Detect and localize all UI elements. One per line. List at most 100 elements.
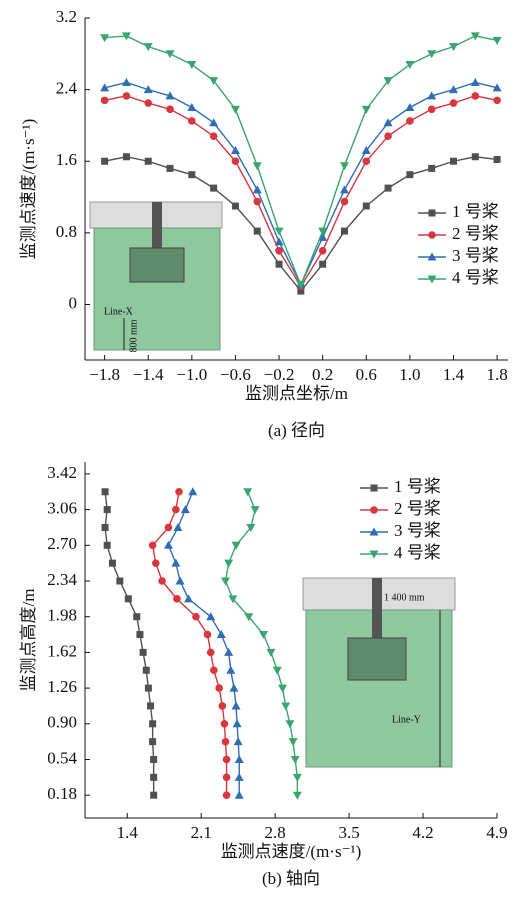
marker — [152, 559, 160, 567]
marker — [181, 505, 190, 513]
x-tick-label: 4.2 — [412, 823, 433, 842]
marker — [472, 153, 479, 160]
x-tick-label: 0.2 — [312, 365, 333, 384]
marker — [149, 738, 156, 745]
series-line — [168, 492, 239, 795]
marker — [281, 702, 290, 710]
marker — [209, 118, 218, 126]
y-tick-label: 3.2 — [56, 7, 77, 26]
marker — [215, 684, 223, 692]
legend-label: 1 号桨 — [452, 202, 499, 221]
caption: (a) 径向 — [268, 421, 325, 440]
marker — [172, 506, 180, 514]
marker — [493, 37, 502, 45]
marker — [166, 50, 175, 58]
legend-label: 3 号桨 — [452, 246, 499, 265]
x-tick-label: −1.0 — [176, 365, 207, 384]
marker — [100, 34, 109, 42]
marker — [273, 667, 282, 675]
series-line — [226, 492, 298, 795]
marker — [231, 106, 240, 114]
marker — [253, 185, 262, 193]
marker — [384, 132, 392, 140]
marker — [362, 106, 371, 114]
marker — [471, 78, 480, 86]
x-axis-label: 监测点速度/(m·s⁻¹) — [221, 842, 362, 861]
marker — [192, 613, 200, 621]
marker — [101, 158, 108, 165]
marker — [164, 541, 173, 549]
y-tick-label: 1.6 — [56, 150, 77, 169]
marker — [341, 198, 349, 206]
marker — [116, 577, 123, 584]
marker — [123, 92, 131, 100]
legend-label: 2 号桨 — [394, 499, 441, 518]
marker — [175, 488, 183, 496]
y-tick-label: 3.42 — [47, 463, 77, 482]
legend-label: 4 号桨 — [452, 268, 499, 287]
marker — [235, 755, 244, 763]
marker — [173, 595, 181, 603]
x-tick-label: −0.2 — [264, 365, 295, 384]
marker — [293, 792, 302, 800]
marker — [291, 756, 300, 764]
marker — [222, 738, 230, 746]
marker — [210, 132, 218, 140]
y-tick-label: 2.4 — [56, 79, 78, 98]
marker — [150, 756, 157, 763]
marker — [405, 61, 414, 69]
page: Line-X 800 mm 1 400 mm Line-Y −1.8−1.4−1… — [0, 0, 512, 904]
marker — [219, 702, 227, 710]
marker — [450, 99, 458, 107]
legend-label: 3 号桨 — [394, 521, 441, 540]
marker — [293, 774, 302, 782]
marker — [158, 577, 166, 585]
marker — [104, 506, 111, 513]
marker — [235, 791, 244, 799]
marker — [150, 774, 157, 781]
marker — [428, 231, 436, 239]
marker — [254, 228, 261, 235]
legend-label: 2 号桨 — [452, 224, 499, 243]
caption: (b) 轴向 — [262, 869, 320, 888]
marker — [233, 719, 242, 727]
y-tick-label: 0.8 — [56, 222, 77, 241]
marker — [136, 631, 143, 638]
marker — [171, 559, 180, 567]
marker — [210, 666, 218, 674]
marker — [123, 153, 130, 160]
legend-label: 1 号桨 — [394, 477, 441, 496]
marker — [143, 667, 150, 674]
marker — [188, 117, 196, 125]
inset-diagram — [90, 202, 222, 350]
marker — [428, 106, 436, 114]
annotation: Line-Y — [392, 714, 421, 725]
x-axis-label: 监测点坐标/m — [245, 384, 348, 403]
marker — [340, 162, 349, 170]
y-axis-label: 监测点速度/(m·s⁻¹) — [19, 119, 38, 260]
marker — [493, 97, 501, 105]
marker — [221, 577, 230, 585]
marker — [384, 118, 393, 126]
marker — [207, 649, 215, 657]
marker — [429, 210, 436, 217]
x-tick-label: 1.4 — [443, 365, 465, 384]
marker — [140, 649, 147, 656]
marker — [167, 165, 174, 172]
y-tick-label: 1.98 — [47, 606, 77, 625]
series-line — [105, 492, 154, 795]
marker — [450, 158, 457, 165]
marker — [109, 560, 116, 567]
marker — [224, 648, 233, 656]
marker — [204, 631, 212, 639]
y-tick-label: 1.62 — [47, 641, 77, 660]
marker — [253, 198, 261, 206]
marker — [289, 738, 298, 746]
marker — [251, 506, 260, 514]
marker — [428, 165, 435, 172]
x-tick-label: 1.4 — [117, 823, 139, 842]
x-tick-label: 4.9 — [486, 823, 507, 842]
annotation: Line-X — [104, 306, 134, 317]
inset-diagram — [303, 578, 455, 767]
y-tick-label: 0 — [69, 293, 78, 312]
